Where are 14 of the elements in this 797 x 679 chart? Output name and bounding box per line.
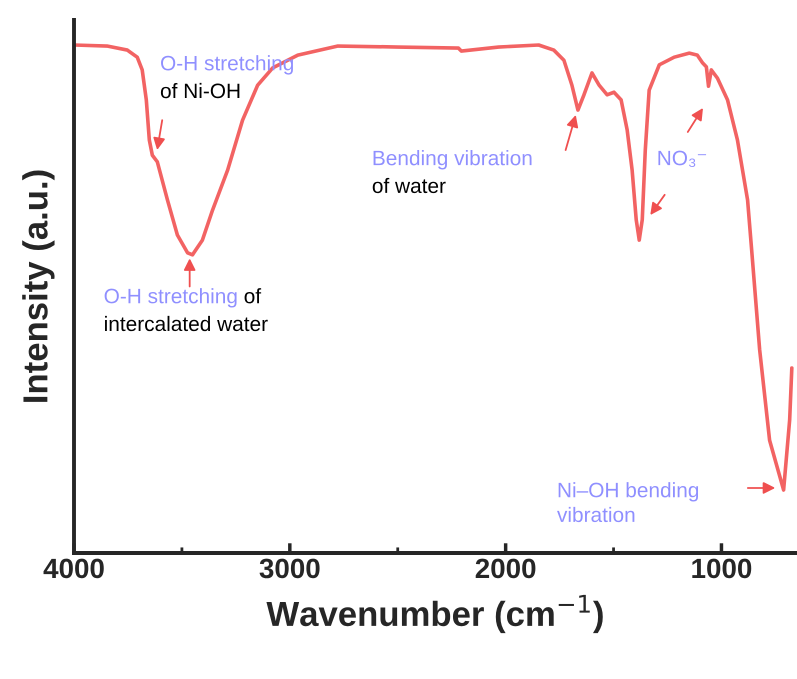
x-tick-label: 1000 [692,558,752,578]
annotation: of Ni-OH [160,82,240,98]
annotation: intercalated water [105,316,268,332]
x-tick-label: 3000 [260,558,320,578]
annotation: Ni–OH bending vibration [557,482,698,522]
annotation: of water [372,178,446,194]
annotation: NO₃⁻ [658,150,706,168]
annotation: of [244,288,262,304]
annotation: O-H stretching [104,288,237,308]
y-axis-title: Intensity (a.u.) [22,170,55,402]
x-tick-label: 4000 [44,558,104,578]
x-axis-title: Wavenumber (cm$^{−1}$) [266,594,603,634]
annotation: Bending vibration [374,150,532,170]
x-tick-label: 2000 [476,558,536,578]
